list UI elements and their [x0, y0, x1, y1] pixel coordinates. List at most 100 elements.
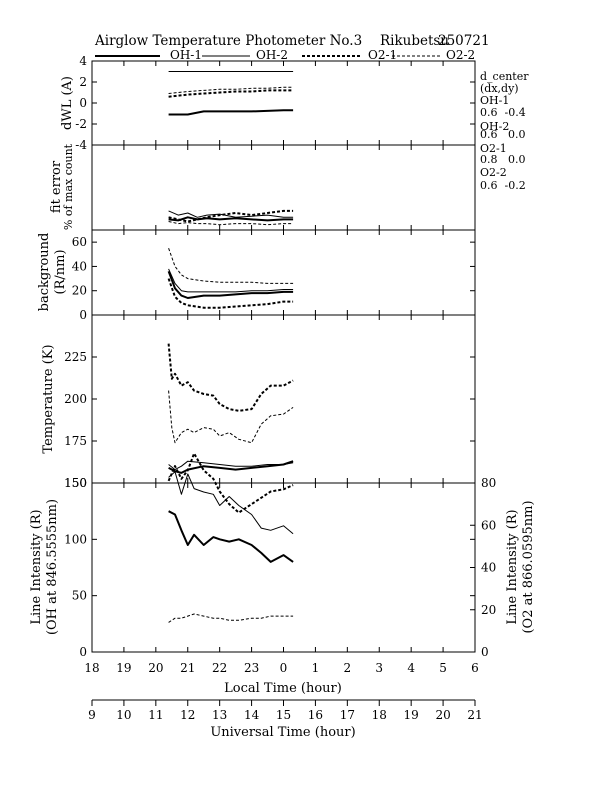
local-time-tick-label: 21	[180, 661, 195, 675]
d-center-subheader: (dx,dy)	[480, 82, 519, 95]
local-time-tick-label: 23	[244, 661, 259, 675]
ylabel-intensity-line2: (OH at 846.5555nm)	[45, 499, 60, 635]
series-line-bg-o22	[168, 248, 294, 284]
series-line-temp-o21	[167, 343, 294, 412]
local-time-tick-label: 1	[312, 661, 320, 675]
ut-tick-label: 14	[244, 708, 260, 722]
series-line-intensity-oh2	[168, 471, 294, 535]
y-tick-label: -4	[75, 138, 87, 152]
series-line-temp-oh1	[168, 460, 294, 474]
chart-title: Airglow Temperature Photometer No.3	[94, 33, 362, 49]
ut-tick-label: 21	[467, 708, 482, 722]
series-line-dwl-o22	[168, 86, 294, 94]
xlabel-local-time: Local Time (hour)	[224, 681, 342, 696]
local-time-tick-label: 2	[344, 661, 352, 675]
ylabel-intensity-line1: Line Intensity (R)	[29, 509, 44, 624]
series-line-temp-o22	[168, 390, 294, 444]
series-line-dwl-oh1	[168, 109, 294, 116]
d-center-name-o21: O2-1	[480, 142, 507, 155]
ylabel-right-intensity-line2: (O2 at 866.0595nm)	[521, 500, 536, 633]
local-time-tick-label: 0	[280, 661, 288, 675]
local-time-tick-label: 19	[116, 661, 131, 675]
legend-label-o21: O2-1	[368, 48, 397, 62]
series-line-dwl-o21	[168, 89, 294, 98]
y-tick-label: 0	[79, 96, 87, 110]
y-tick-label: 40	[72, 259, 87, 273]
d-center-header: d_center	[480, 70, 529, 83]
date-label: 250721	[438, 33, 490, 49]
legend-label-oh2: OH-2	[256, 48, 288, 62]
y-tick-label: 200	[64, 392, 87, 406]
series-line-temp-oh2	[168, 460, 294, 471]
series-line-fit-o21	[168, 209, 294, 223]
ylabel-fit-line2: % of max count	[62, 143, 75, 230]
local-time-tick-label: 22	[212, 661, 227, 675]
panel-temperature	[91, 314, 476, 484]
ut-tick-label: 18	[372, 708, 387, 722]
ylabel-bg-line2: (R/nm)	[53, 249, 68, 294]
y-tick-label: 225	[64, 350, 87, 364]
y-tick-label: 150	[64, 476, 87, 490]
ut-tick-label: 17	[340, 708, 355, 722]
series-line-bg-oh2	[168, 268, 294, 293]
legend-label-oh1: OH-1	[170, 48, 202, 62]
series-line-intensity-o21	[167, 452, 294, 514]
legend: OH-1 OH-2 O2-1 O2-2	[95, 48, 475, 62]
plot-lines	[167, 71, 294, 623]
ylabel-dwl: dWL (A)	[60, 76, 75, 130]
y-tick-label: 50	[72, 589, 87, 603]
d-center-note: d_center (dx,dy) OH-1 0.6 -0.4 OH-2 0.6 …	[480, 70, 529, 192]
d-center-name-o22: O2-2	[480, 166, 507, 179]
legend-label-o22: O2-2	[446, 48, 475, 62]
ut-tick-label: 9	[88, 708, 96, 722]
ut-tick-label: 10	[116, 708, 131, 722]
ylabel-bg-line1: background	[37, 233, 52, 312]
site-name: Rikubetsu	[380, 33, 449, 49]
series-line-fit-oh1	[168, 216, 294, 222]
ut-tick-label: 13	[212, 708, 227, 722]
series-line-bg-o21	[167, 278, 294, 309]
d-center-name-oh1: OH-1	[480, 94, 509, 107]
y-right-tick-label: 20	[481, 603, 496, 617]
ut-tick-label: 15	[276, 708, 291, 722]
d-center-name-oh2: OH-2	[480, 120, 509, 133]
series-line-fit-o22	[168, 221, 294, 226]
ut-tick-label: 12	[180, 708, 195, 722]
y-tick-label: 150	[64, 476, 87, 490]
ylabel-right-intensity-line1: Line Intensity (R)	[505, 509, 520, 624]
local-time-tick-label: 6	[471, 661, 479, 675]
ut-tick-label: 20	[435, 708, 450, 722]
d-center-value-o21: 0.8 0.0	[480, 153, 525, 166]
y-tick-label: 100	[64, 532, 87, 546]
ut-tick-label: 16	[308, 708, 323, 722]
series-line-bg-oh1	[167, 270, 294, 299]
y-tick-label: 2	[79, 75, 87, 89]
y-right-tick-label: 0	[481, 645, 489, 659]
ylabel-temperature: Temperature (K)	[41, 344, 56, 453]
y-tick-label: 175	[64, 434, 87, 448]
d-center-value-o22: 0.6 -0.2	[480, 179, 526, 192]
d-center-value-oh1: 0.6 -0.4	[480, 106, 526, 119]
y-tick-label: 4	[79, 54, 87, 68]
local-time-tick-label: 20	[148, 661, 163, 675]
panel-intensity	[91, 482, 476, 653]
y-tick-label: 60	[72, 235, 87, 249]
ut-tick-label: 11	[148, 708, 163, 722]
local-time-tick-label: 18	[84, 661, 99, 675]
xlabel-universal-time: Universal Time (hour)	[210, 725, 355, 740]
y-tick-label: 0	[79, 645, 87, 659]
y-right-tick-label: 40	[481, 561, 496, 575]
series-line-intensity-oh1	[168, 510, 294, 563]
d-center-value-oh2: 0.6 0.0	[480, 128, 525, 141]
y-right-tick-label: 80	[481, 476, 496, 490]
local-time-tick-label: 3	[375, 661, 383, 675]
ylabel-fit-line1: fit error	[49, 160, 64, 213]
y-tick-label: -2	[75, 117, 87, 131]
local-time-tick-label: 5	[439, 661, 447, 675]
y-tick-label: 20	[72, 284, 87, 298]
y-tick-label: 0	[79, 308, 87, 322]
y-right-tick-label: 60	[481, 518, 496, 532]
series-line-intensity-o22	[168, 613, 294, 623]
ut-tick-label: 19	[404, 708, 419, 722]
